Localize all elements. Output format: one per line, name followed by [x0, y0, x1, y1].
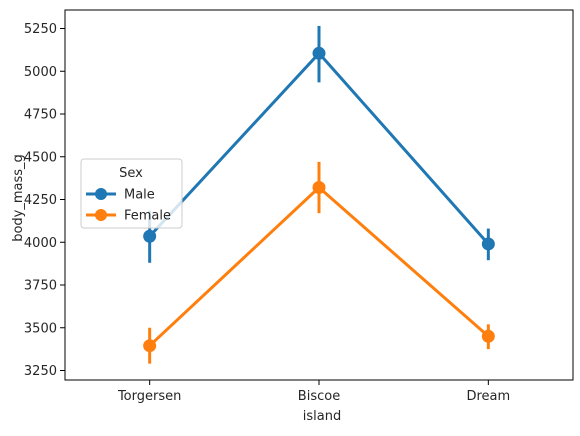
axes-layer: 3250 3500 3750 4000 4250 4500 4750 5000 5250 Torg…: [24, 9, 574, 404]
y-tick-label: 3250: [24, 364, 57, 379]
x-tick-label: Biscoe: [298, 389, 340, 404]
data-point-female: [312, 181, 326, 195]
legend-marker-female: [95, 209, 107, 221]
data-point-male: [312, 46, 326, 60]
data-point-female: [481, 329, 495, 343]
data-point-male: [143, 229, 157, 243]
x-tick-label: Torgersen: [117, 389, 181, 404]
legend-label-male: Male: [124, 188, 155, 203]
y-tick-label: 4000: [24, 236, 57, 251]
legend-marker-male: [95, 188, 107, 200]
data-point-male: [481, 237, 495, 251]
y-axis-label: body_mass_g: [11, 154, 26, 242]
y-tick-label: 3750: [24, 279, 57, 294]
legend-frame: [80, 158, 183, 229]
y-tick-label: 3500: [24, 321, 57, 336]
legend: Sex Male Female: [80, 158, 183, 229]
x-axis-label: island: [303, 409, 341, 424]
y-tick-label: 4250: [24, 193, 57, 208]
legend-title: Sex: [119, 166, 143, 181]
y-tick-label: 4500: [24, 150, 57, 165]
legend-label-female: Female: [124, 209, 171, 224]
y-tick-label: 5250: [24, 22, 57, 37]
x-tick-label: Dream: [466, 389, 510, 404]
y-tick-label: 5000: [24, 65, 57, 80]
plot-layer: [143, 25, 495, 364]
data-point-female: [143, 339, 157, 353]
y-tick-label: 4750: [24, 108, 57, 123]
